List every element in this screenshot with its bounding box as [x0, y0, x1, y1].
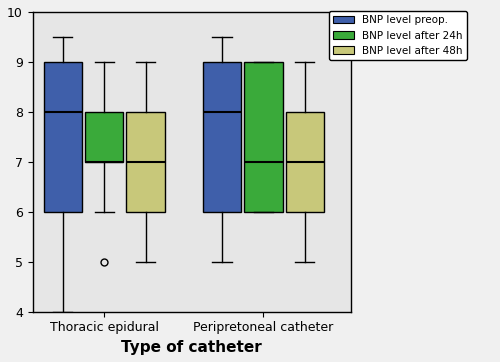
Legend: BNP level preop., BNP level after 24h, BNP level after 48h: BNP level preop., BNP level after 24h, B… — [329, 11, 467, 60]
PathPatch shape — [286, 112, 324, 212]
PathPatch shape — [85, 112, 124, 162]
X-axis label: Type of catheter: Type of catheter — [122, 340, 262, 355]
PathPatch shape — [44, 62, 82, 212]
PathPatch shape — [126, 112, 164, 212]
PathPatch shape — [244, 62, 282, 212]
PathPatch shape — [203, 62, 241, 212]
